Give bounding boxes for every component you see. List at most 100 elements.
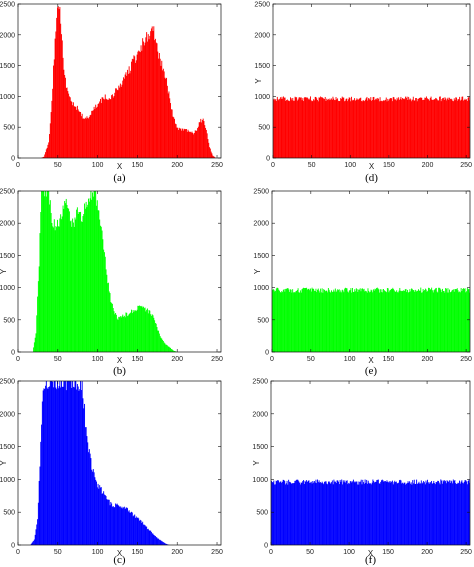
histogram-bar bbox=[430, 480, 432, 545]
histogram-bar bbox=[41, 401, 43, 545]
histogram-bars bbox=[271, 479, 470, 545]
histogram-bar bbox=[104, 256, 106, 352]
histogram-bar bbox=[303, 484, 305, 545]
histogram-bar bbox=[162, 339, 164, 352]
histogram-bar bbox=[283, 480, 285, 545]
histogram-bar bbox=[205, 129, 207, 158]
histogram-bar bbox=[150, 31, 152, 158]
x-tick-label: 100 bbox=[343, 549, 355, 556]
histogram-bar bbox=[188, 131, 190, 158]
histogram-bar bbox=[305, 481, 307, 545]
y-tick-label: 500 bbox=[257, 317, 269, 324]
histogram-bar bbox=[361, 101, 362, 158]
histogram-bar bbox=[153, 26, 155, 158]
histogram-bar bbox=[278, 480, 279, 545]
histogram-bar bbox=[52, 88, 54, 158]
histogram-bar bbox=[361, 101, 363, 158]
histogram-bar bbox=[449, 98, 451, 158]
histogram-bar bbox=[320, 482, 322, 545]
y-tick-label: 2500 bbox=[0, 189, 15, 196]
histogram-bar bbox=[139, 52, 141, 158]
histogram-bar bbox=[331, 99, 333, 158]
histogram-bar bbox=[96, 107, 97, 158]
histogram-bar bbox=[436, 98, 437, 158]
histogram-bar bbox=[463, 288, 464, 352]
histogram-bar bbox=[84, 203, 86, 352]
histogram-bar bbox=[154, 40, 156, 158]
histogram-bar bbox=[64, 381, 66, 545]
histogram-bar bbox=[308, 480, 310, 545]
histogram-bar bbox=[336, 480, 338, 545]
plot-frame bbox=[17, 380, 222, 546]
histogram-bar bbox=[45, 385, 47, 545]
histogram-bar bbox=[391, 480, 393, 545]
histogram-bar bbox=[136, 518, 138, 545]
histogram-bar bbox=[321, 97, 323, 158]
histogram-bar bbox=[172, 350, 174, 352]
histogram-bar bbox=[139, 51, 140, 158]
histogram-bar bbox=[338, 289, 340, 352]
histogram-bar bbox=[316, 292, 318, 352]
histogram-bar bbox=[57, 6, 59, 158]
histogram-bar bbox=[444, 480, 446, 545]
histogram-bar bbox=[297, 99, 299, 158]
histogram-bar bbox=[197, 126, 199, 158]
histogram-bar bbox=[154, 535, 156, 545]
histogram-bar bbox=[341, 96, 343, 158]
histogram-bar bbox=[419, 98, 420, 158]
histogram-bar bbox=[303, 480, 304, 545]
histogram-bar bbox=[135, 311, 137, 352]
histogram-bar bbox=[425, 96, 427, 158]
histogram-bar bbox=[438, 287, 440, 352]
y-tick-label: 2500 bbox=[0, 379, 15, 386]
histogram-bar bbox=[391, 289, 393, 352]
histogram-bar bbox=[68, 211, 70, 352]
histogram-bar bbox=[410, 99, 412, 158]
histogram-bar bbox=[290, 289, 292, 352]
histogram-bar bbox=[387, 288, 389, 352]
histogram-bar bbox=[427, 482, 429, 545]
histogram-bar bbox=[38, 480, 40, 545]
histogram-bar bbox=[285, 288, 287, 352]
histogram-bar bbox=[381, 100, 383, 158]
histogram-bar bbox=[42, 191, 44, 352]
histogram-bar bbox=[363, 100, 365, 158]
histogram-bar bbox=[54, 381, 56, 545]
histogram-bar bbox=[115, 504, 117, 545]
histogram-bar bbox=[381, 479, 383, 545]
histogram-bar bbox=[297, 288, 299, 352]
histogram-bar bbox=[146, 41, 148, 158]
histogram-bar bbox=[199, 122, 201, 158]
histogram-bar bbox=[101, 97, 103, 158]
histogram-bar bbox=[126, 75, 128, 158]
y-tick-label: 1000 bbox=[252, 477, 268, 484]
histogram-bar bbox=[102, 97, 104, 158]
histogram-bar bbox=[155, 536, 157, 545]
histogram-bar bbox=[300, 292, 302, 352]
histogram-bar bbox=[78, 212, 80, 352]
histogram-bar bbox=[146, 526, 148, 545]
histogram-bar bbox=[111, 303, 113, 352]
histogram-bar bbox=[339, 479, 341, 545]
histogram-bar bbox=[416, 290, 418, 352]
histogram-bar bbox=[337, 98, 339, 158]
histogram-bar bbox=[445, 481, 446, 545]
histogram-bar bbox=[369, 99, 371, 158]
histogram-bar bbox=[165, 344, 167, 352]
histogram-bar bbox=[153, 317, 155, 352]
histogram-bar bbox=[130, 512, 132, 545]
histogram-bar bbox=[45, 152, 47, 158]
histogram-bar bbox=[119, 506, 121, 545]
histogram-bar bbox=[363, 482, 365, 545]
histogram-bar bbox=[384, 290, 386, 352]
histogram-bar bbox=[160, 540, 162, 545]
histogram-bar bbox=[328, 481, 330, 545]
histogram-bar bbox=[343, 482, 345, 545]
histogram-bar bbox=[293, 292, 295, 352]
histogram-bar bbox=[386, 101, 388, 158]
histogram-bar bbox=[428, 287, 429, 352]
x-axis-label: X bbox=[117, 549, 123, 558]
histogram-bar bbox=[111, 94, 113, 158]
histogram-bar bbox=[378, 483, 380, 545]
histogram-bar bbox=[58, 226, 60, 352]
